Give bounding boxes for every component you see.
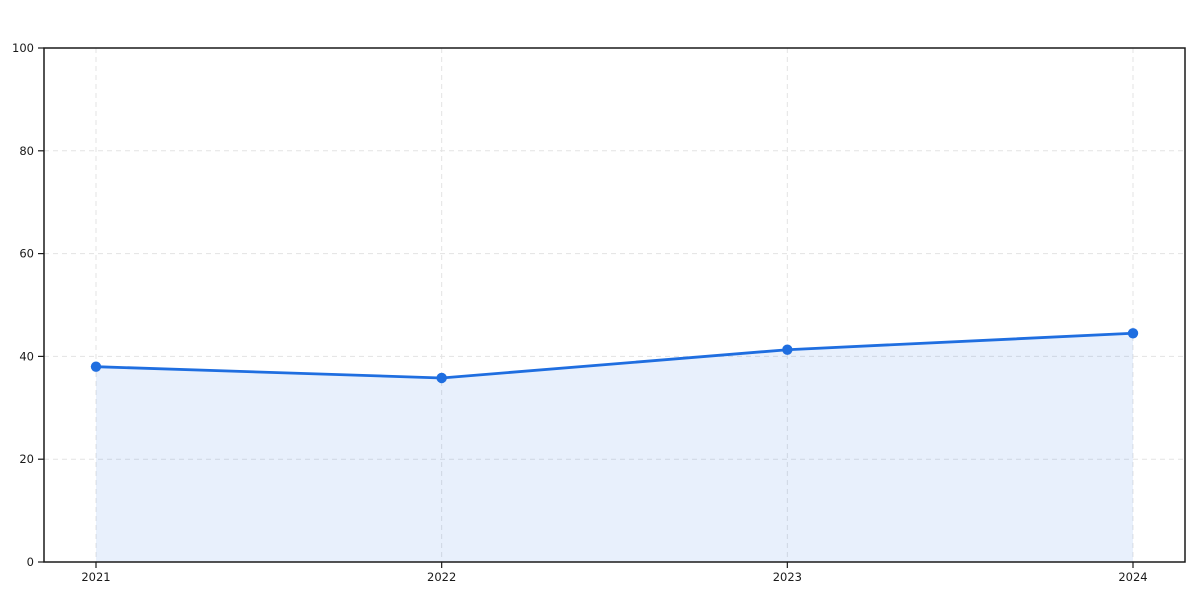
y-tick-label: 80 [19,144,34,158]
y-tick-label: 100 [12,41,34,55]
area-fill [96,333,1133,562]
plot-border [43,47,1186,563]
y-tick-label: 0 [27,555,34,569]
trend-line [94,331,1135,380]
x-tick-label: 2021 [81,570,110,584]
data-point-2024 [1127,328,1139,339]
data-point-2021 [90,361,102,372]
data-point-2022 [436,372,447,384]
y-tick-label: 60 [19,247,34,261]
x-tick-label: 2022 [427,570,456,584]
y-tick-label: 40 [19,349,34,363]
x-tick-label: 2023 [773,570,802,584]
data-point-2023 [782,344,793,355]
x-tick-label: 2024 [1118,570,1147,584]
y-tick-label: 20 [19,452,34,466]
